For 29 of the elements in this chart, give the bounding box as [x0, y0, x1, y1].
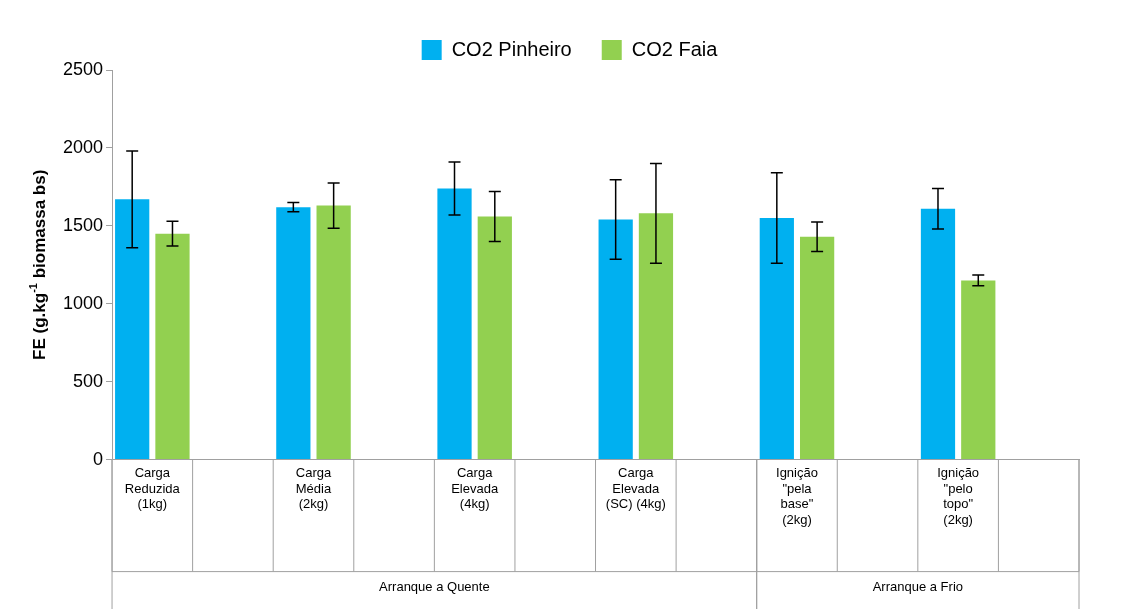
bar	[316, 205, 351, 460]
bar	[799, 236, 835, 460]
x-tick-label: Carga Elevada (4kg)	[451, 464, 499, 512]
x-tick-label: Ignição "pela base" (2kg)	[776, 464, 818, 527]
bar	[961, 280, 996, 460]
bar	[115, 199, 150, 460]
legend-label: CO2 Pinheiro	[451, 37, 572, 60]
bar	[638, 213, 674, 460]
bar	[920, 208, 956, 460]
x-tick-label: Ignição "pelo topo" (2kg)	[937, 464, 980, 527]
y-axis-title: FE (g.kg-1 biomassa bs)	[27, 169, 49, 360]
bar	[276, 207, 311, 460]
y-tick-label: 500	[73, 370, 104, 391]
x-tick-label: Carga Elevada (SC) (4kg)	[605, 464, 666, 512]
y-tick-label: 1000	[63, 292, 104, 313]
y-tick-label: 2000	[63, 136, 104, 157]
bar	[598, 219, 633, 460]
bar	[155, 233, 190, 460]
y-tick-label: 0	[93, 448, 104, 469]
text: Arranque a Quente	[379, 579, 490, 595]
text: Arranque a Frio	[872, 579, 963, 595]
legend-label: CO2 Faia	[631, 37, 719, 60]
y-tick-label: 1500	[63, 214, 104, 235]
x-tick-label: Carga Reduzida (1kg)	[124, 464, 181, 512]
x-tick-label: Carga Média (2kg)	[295, 464, 332, 512]
bar	[437, 188, 472, 460]
bar	[477, 216, 512, 460]
y-tick-label: 2500	[63, 58, 104, 79]
bar	[759, 218, 794, 460]
